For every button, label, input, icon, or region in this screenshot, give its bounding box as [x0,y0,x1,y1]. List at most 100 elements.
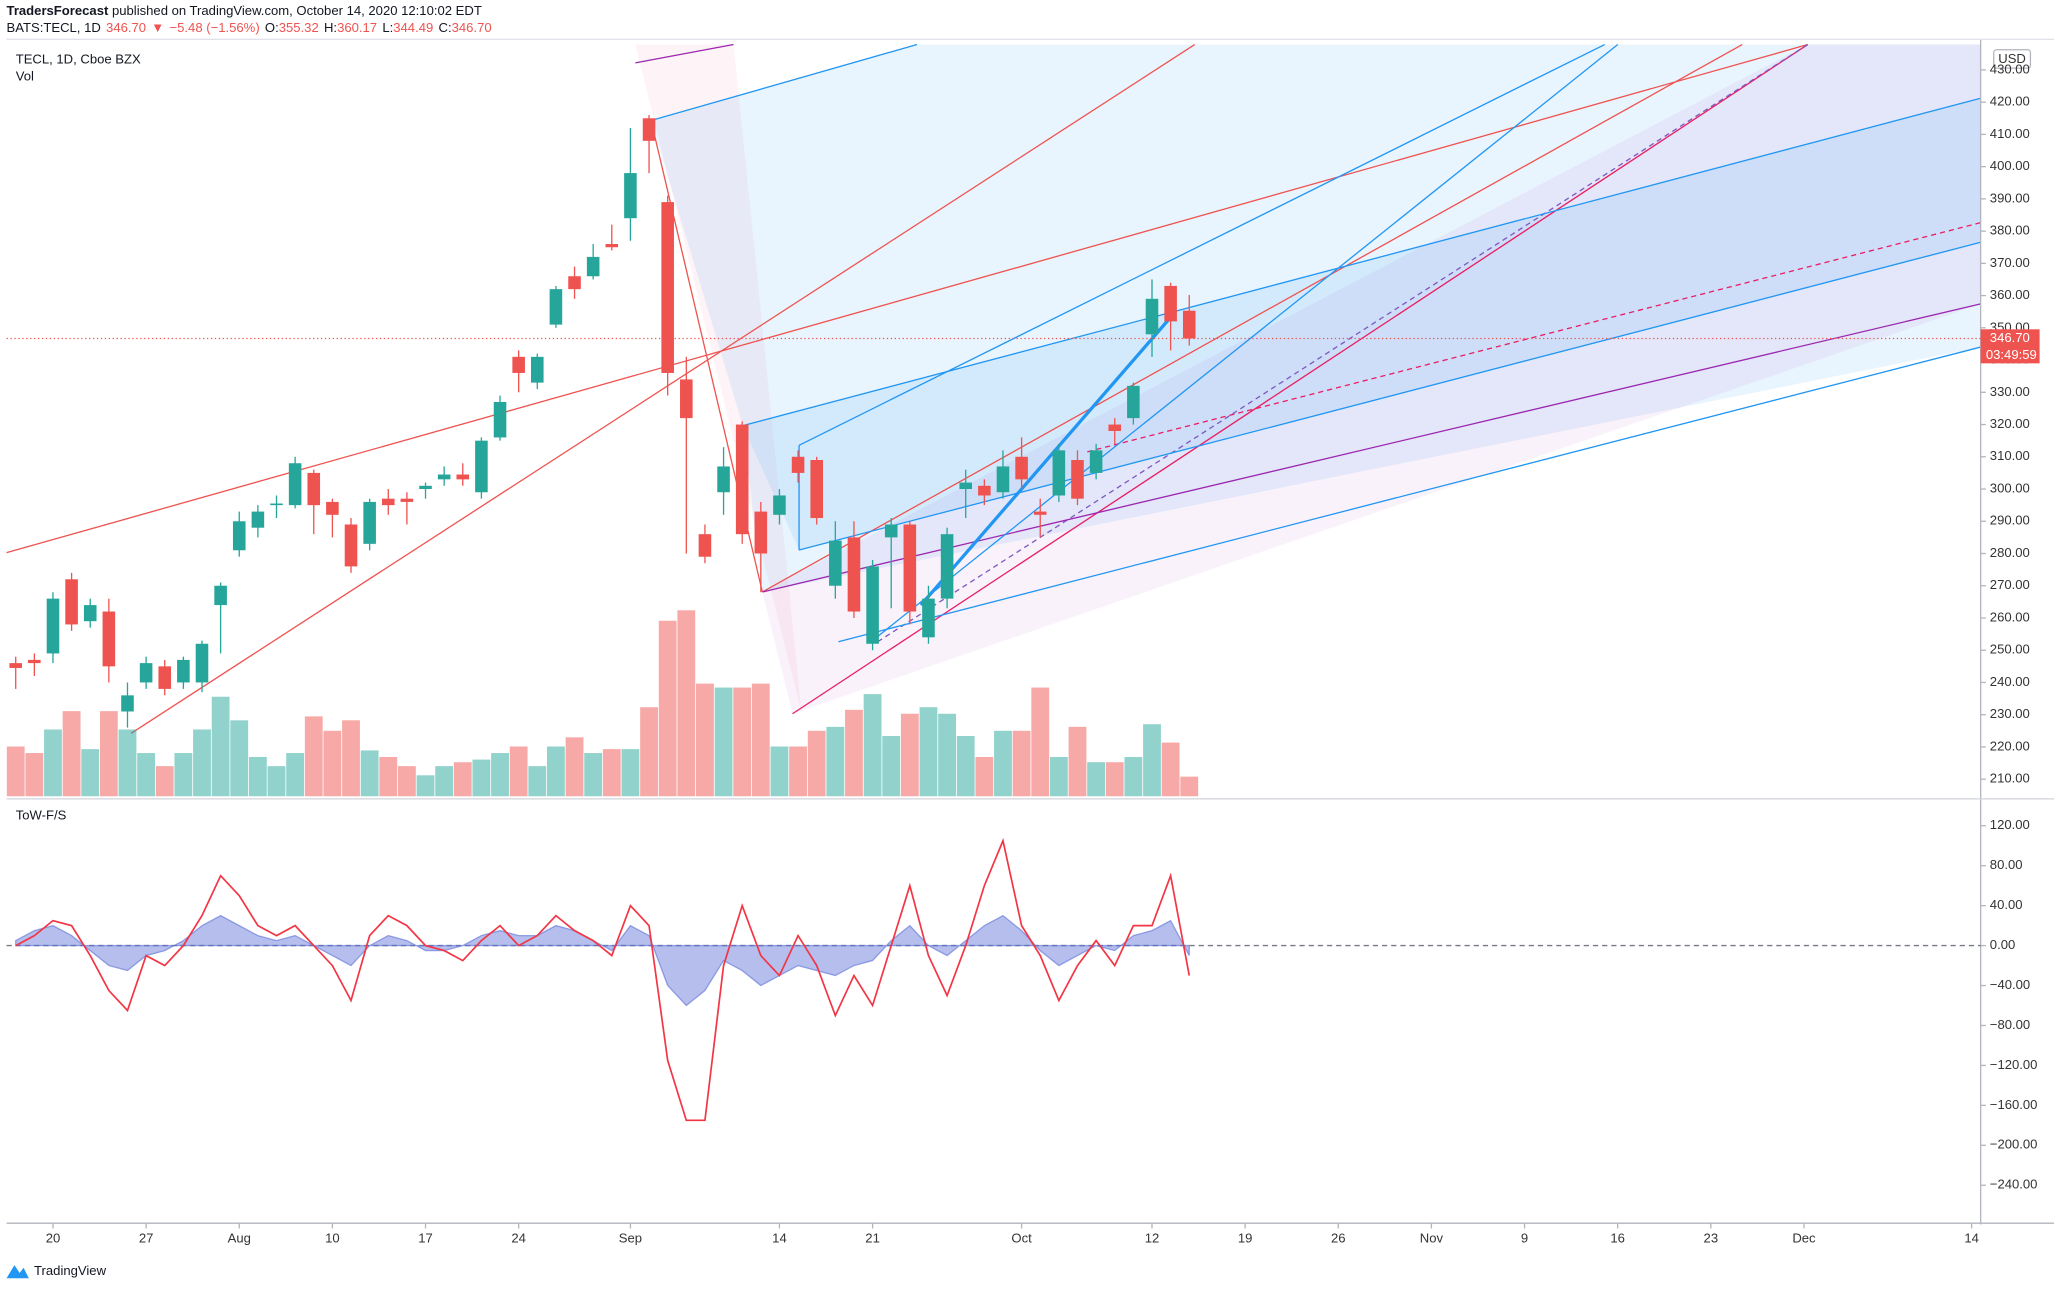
x-tick-label: 14 [1964,1230,1979,1245]
volume-bar [435,766,454,797]
volume-bar [826,726,845,797]
volume-bar [360,750,379,797]
volume-bar [1180,776,1199,797]
volume-bar [994,730,1012,797]
x-tick-label: 24 [511,1230,526,1245]
volume-bar [863,694,882,797]
candle-body [288,463,302,506]
volume-bar [1161,742,1180,797]
volume-bar [975,756,994,797]
candle-body [1182,310,1196,339]
x-tick-label: 20 [46,1230,61,1245]
volume-bar [807,730,826,797]
trend-line [130,43,1196,734]
candle-body [1052,450,1066,496]
countdown: 03:49:59 [1986,347,2037,362]
x-tick-label: Aug [228,1230,251,1245]
volume-bar [677,610,696,797]
volume-bar [845,709,863,797]
trend-line [919,317,1172,607]
candle-body [46,598,60,654]
volume-bar [509,746,528,797]
quote-part: 355.32 [279,20,319,35]
y-tick-label: 360.00 [1990,287,2030,302]
candle-body [1127,385,1140,419]
candle-body [270,503,283,506]
candle-body [1089,450,1103,473]
trend-line [762,303,1981,593]
volume-bar [6,746,25,797]
fork-fill [762,44,1981,714]
volume-bar [397,766,416,797]
y-tick-label: 390.00 [1990,190,2030,205]
candle-body [456,474,470,480]
candle-body [959,482,973,490]
candle-body [214,585,227,606]
y-tick-label: 220.00 [1990,738,2030,753]
candle-body [344,524,358,567]
y-tick-label: 320.00 [1990,416,2030,431]
x-tick-label: Dec [1792,1230,1816,1245]
candle-body [139,663,153,683]
x-tick-label: 9 [1521,1230,1528,1245]
indicator-name: ToW-F/S [16,807,67,822]
volume-bar [99,711,118,797]
quote-part: −5.48 (−1.56%) [170,20,260,35]
x-tick-label: 23 [1704,1230,1719,1245]
volume-bar [155,766,174,797]
volume-bar [267,766,286,797]
y-tick-label: 430.00 [1990,61,2030,76]
volume-bar [304,716,323,797]
candle-body [512,356,525,373]
brand-logo [6,1265,29,1279]
candle-body [381,498,395,506]
x-tick-label: 12 [1145,1230,1160,1245]
y-tick-label: −240.00 [1990,1177,2038,1192]
x-tick-label: Nov [1420,1230,1444,1245]
y-tick-label: 380.00 [1990,223,2030,238]
trend-line [762,43,1743,593]
volume-bar [416,775,435,797]
volume-bar [714,687,733,797]
candle-body [475,440,488,493]
volume-bar [584,753,603,797]
volume-bar [472,759,491,797]
candle-body [829,540,842,586]
x-tick-label: 21 [865,1230,880,1245]
candle-body [65,579,78,625]
candle-body [940,534,954,599]
candle-body [847,537,861,612]
candle-body [177,659,190,683]
candle-body [493,401,507,438]
volume-bar [733,687,752,797]
candle-body [680,379,693,419]
candle-body [307,472,321,506]
legend-symbol: TECL, 1D, Cboe BZX [16,52,141,67]
price-tag [1980,329,2040,364]
y-tick-label: 250.00 [1990,642,2030,657]
trend-line [635,43,734,64]
candle-body [624,173,637,219]
symbol: BATS:TECL, 1D [7,20,101,35]
candle-body [773,495,786,515]
fork-fill [742,98,1981,551]
volume-bar [789,746,807,797]
candle-body [83,605,97,622]
indicator-area [15,914,1190,1007]
candle-body [195,643,209,683]
candle-body [549,289,563,325]
candle-body [1164,285,1177,322]
y-tick-label: −160.00 [1990,1097,2038,1112]
volume-bar [379,756,398,797]
quote-part: 360.17 [337,20,377,35]
indicator-line [15,837,1191,1122]
volume-bar [696,683,714,797]
candle-body [698,534,712,557]
y-tick-label: 40.00 [1990,897,2023,912]
volume-bar [137,753,156,797]
candle-body [735,424,749,535]
quote-part: ▼ [151,20,164,35]
candle-body [884,524,898,538]
candle-body [419,485,432,490]
